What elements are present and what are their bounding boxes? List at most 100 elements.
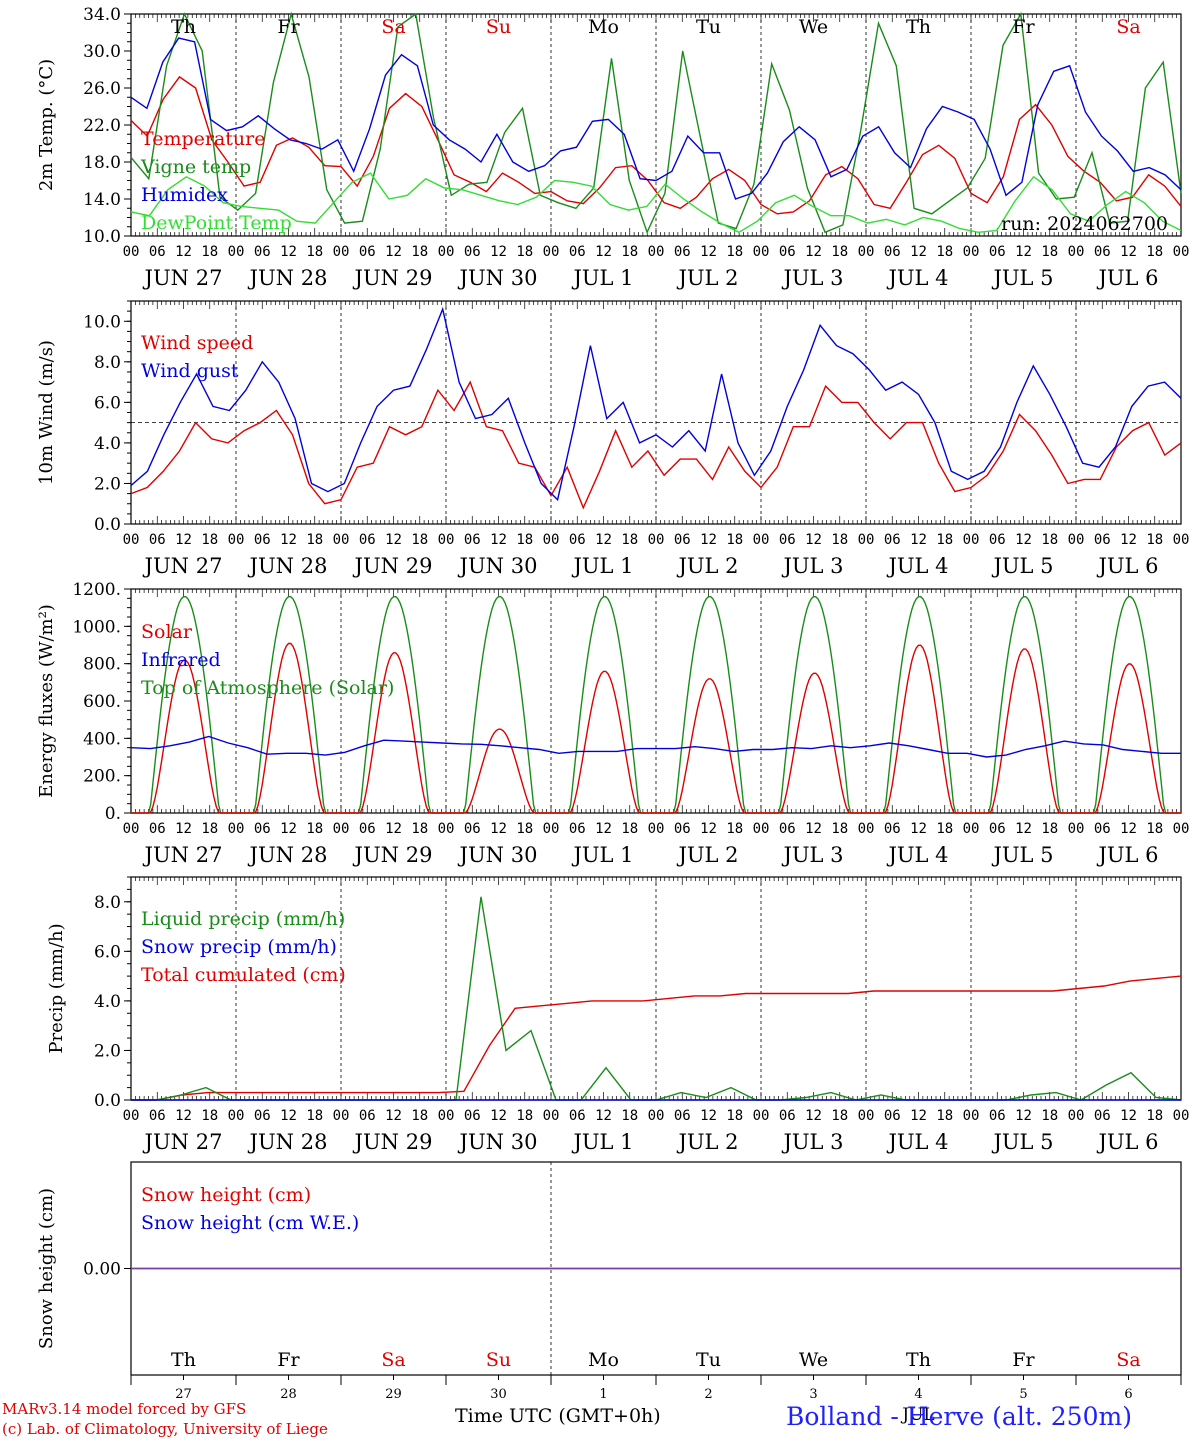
hour-tick-label: 06 <box>464 821 481 837</box>
hour-tick-label: 00 <box>228 244 245 260</box>
hour-tick-label: 00 <box>543 244 560 260</box>
legend-entry: DewPoint Temp <box>141 212 292 234</box>
hour-tick-label: 12 <box>490 821 507 837</box>
date-label: JUN 30 <box>458 554 538 578</box>
hour-tick-label: 12 <box>805 821 822 837</box>
day-of-week-label: Mo <box>588 16 619 38</box>
hour-tick-label: 06 <box>464 532 481 548</box>
hour-tick-label: 00 <box>858 1108 875 1124</box>
hour-tick-label: 12 <box>280 532 297 548</box>
legend-entry: Snow precip (mm/h) <box>141 936 337 958</box>
hour-tick-label: 12 <box>700 821 717 837</box>
hour-tick-label: 00 <box>753 821 770 837</box>
hour-tick-label: 06 <box>254 244 271 260</box>
hour-tick-label: 12 <box>175 532 192 548</box>
panel-5 <box>124 1161 1182 1385</box>
date-label: JUN 28 <box>248 1130 328 1154</box>
date-label: JUL 1 <box>571 843 633 867</box>
hour-tick-label: 06 <box>884 532 901 548</box>
hour-tick-label: 12 <box>385 244 402 260</box>
legend-entry: Humidex <box>141 184 228 206</box>
date-label: JUN 30 <box>458 266 538 290</box>
hour-tick-label: 00 <box>963 532 980 548</box>
station-label: Bolland - Herve (alt. 250m) <box>786 1402 1132 1431</box>
hour-tick-label: 00 <box>648 1108 665 1124</box>
hour-tick-label: 06 <box>1094 1108 1111 1124</box>
hour-tick-label: 06 <box>674 1108 691 1124</box>
hour-tick-label: 06 <box>569 244 586 260</box>
hour-tick-label: 12 <box>490 244 507 260</box>
date-label: JUN 28 <box>248 843 328 867</box>
y-tick-label: 2.0 <box>94 1041 121 1061</box>
y-tick-label: 2.0 <box>94 474 121 494</box>
legend-entry: Vigne temp <box>140 156 251 178</box>
hour-tick-label: 00 <box>333 821 350 837</box>
hour-tick-label: 06 <box>779 244 796 260</box>
hour-tick-label: 12 <box>910 244 927 260</box>
day-of-week-label: Th <box>906 16 931 38</box>
date-label: JUL 2 <box>676 554 738 578</box>
day-number-label: 27 <box>175 1387 192 1402</box>
day-of-week-label: Tu <box>696 1349 721 1371</box>
hour-tick-label: 18 <box>306 244 323 260</box>
hour-tick-label: 00 <box>438 1108 455 1124</box>
hour-tick-label: 06 <box>674 821 691 837</box>
hour-tick-label: 12 <box>805 532 822 548</box>
y-tick-label: 0.0 <box>94 1091 121 1111</box>
y-tick-label: 10.0 <box>83 312 121 332</box>
series-line-wind-speed <box>130 380 1182 510</box>
hour-tick-label: 00 <box>963 244 980 260</box>
hour-tick-label: 12 <box>595 532 612 548</box>
hour-tick-label: 18 <box>936 821 953 837</box>
hour-tick-label: 06 <box>884 821 901 837</box>
hour-tick-label: 00 <box>123 532 140 548</box>
day-of-week-label: We <box>799 1349 828 1371</box>
hour-tick-label: 12 <box>595 244 612 260</box>
hour-tick-label: 00 <box>753 532 770 548</box>
date-label: JUL 5 <box>991 1130 1053 1154</box>
hour-tick-label: 00 <box>648 821 665 837</box>
hour-tick-label: 06 <box>569 532 586 548</box>
hour-tick-label: 18 <box>306 1108 323 1124</box>
hour-tick-label: 12 <box>490 1108 507 1124</box>
y-tick-label: 0.00 <box>83 1260 121 1280</box>
date-label: JUN 29 <box>353 266 433 290</box>
hour-tick-label: 18 <box>1041 1108 1058 1124</box>
date-label: JUL 4 <box>886 554 948 578</box>
day-number-label: 4 <box>914 1387 922 1402</box>
legend-entry: Wind speed <box>141 332 253 354</box>
series-line-solar <box>131 642 1181 814</box>
date-label: JUN 27 <box>143 266 223 290</box>
date-label: JUL 5 <box>991 843 1053 867</box>
hour-tick-label: 06 <box>989 821 1006 837</box>
hour-tick-label: 18 <box>621 532 638 548</box>
hour-tick-label: 18 <box>621 1108 638 1124</box>
y-tick-label: 4.0 <box>94 992 121 1012</box>
hour-tick-label: 18 <box>201 532 218 548</box>
hour-tick-label: 06 <box>674 244 691 260</box>
day-of-week-label: Sa <box>1116 1349 1140 1371</box>
date-label: JUL 5 <box>991 266 1053 290</box>
hour-tick-label: 06 <box>989 1108 1006 1124</box>
series-line-temperature <box>130 75 1182 215</box>
hour-tick-label: 00 <box>1173 821 1190 837</box>
hour-tick-label: 12 <box>175 244 192 260</box>
hour-tick-label: 00 <box>228 532 245 548</box>
date-label: JUN 29 <box>353 554 433 578</box>
y-tick-label: 30.0 <box>83 42 121 62</box>
legend-entry: Temperature <box>141 128 265 150</box>
hour-tick-label: 06 <box>569 821 586 837</box>
y-tick-label: 200. <box>83 767 121 787</box>
hour-tick-label: 00 <box>858 244 875 260</box>
hour-tick-label: 12 <box>1120 532 1137 548</box>
hour-tick-label: 00 <box>1068 821 1085 837</box>
date-label: JUL 2 <box>676 266 738 290</box>
hour-tick-label: 06 <box>149 532 166 548</box>
y-tick-label: 1000. <box>72 617 121 637</box>
y-tick-label: 22.0 <box>83 116 121 136</box>
hour-tick-label: 00 <box>1068 532 1085 548</box>
hour-tick-label: 18 <box>411 1108 428 1124</box>
panel-1 <box>124 11 1182 237</box>
day-of-week-label: We <box>799 16 828 38</box>
series-line-vigne-temp <box>130 11 1182 235</box>
